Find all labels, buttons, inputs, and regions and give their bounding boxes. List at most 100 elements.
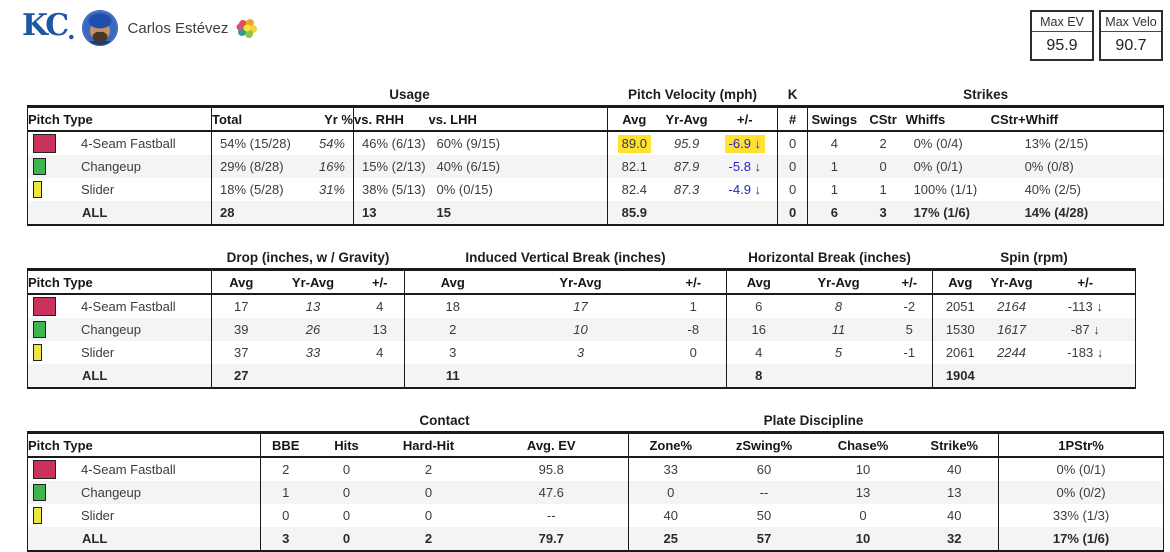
pitch-row-4-seam-fastball: 4-Seam Fastball 54% (15/28) 54% 46% (6/13) 6… — [27, 131, 1165, 155]
cell-whiffs: 0% (0/1) — [913, 159, 963, 174]
cell-yr-avg: 33 — [305, 345, 321, 360]
cell-col: -87 ↓ — [1035, 318, 1137, 341]
cell-avg: 82.1 — [607, 155, 661, 178]
pitch-color-swatch — [33, 134, 56, 153]
cell-col: -6.9 ↓ — [713, 131, 778, 155]
cell-yr-avg — [660, 201, 713, 226]
all-row: ALL 27 11 8 1904 — [27, 364, 1137, 389]
group-label-usage: Usage — [389, 87, 430, 102]
column-header-chase: Chase% — [815, 431, 911, 458]
cell-1pstr: 0% (0/2) — [998, 481, 1165, 504]
cell-yr-avg — [500, 364, 661, 389]
cell-chase: 0 — [859, 508, 867, 523]
column-header-col: +/- — [712, 105, 778, 132]
cell-whiffs: 17% (1/6) — [905, 201, 991, 226]
cell-avg: 6 — [726, 294, 791, 318]
cell-avg: 2051 — [932, 294, 988, 318]
cell-col — [712, 201, 778, 226]
cell-swings: 1 — [807, 155, 861, 178]
cell-yr-avg — [987, 364, 1036, 389]
group-label-drop-inches-w-gravity: Drop (inches, w / Gravity) — [226, 250, 390, 265]
cell-yr-avg: 10 — [573, 322, 588, 337]
cell-avg: 82.4 — [607, 178, 661, 201]
group-label-strikes: Strikes — [963, 87, 1009, 102]
pitch-row-changeup: Changeup 1 0 0 47.6 0 -- 13 13 0% (0/2) — [27, 481, 1165, 504]
pitch-type-cell: Changeup — [27, 481, 261, 504]
cell-col: 4 — [376, 299, 384, 314]
cell-cstr-whiff: 0% (0/8) — [990, 155, 1165, 178]
cell-avg: 85.9 — [607, 201, 661, 226]
cell-yr — [306, 201, 354, 226]
cell-col: -2 — [903, 299, 916, 314]
cell-zone: 25 — [628, 527, 713, 552]
cell-zone: 0 — [628, 481, 713, 504]
cell-vs-rhh: 15% (2/13) — [353, 155, 429, 178]
cell-whiffs: 0% (0/4) — [913, 136, 963, 151]
cell-zone: 33 — [628, 457, 713, 481]
max-velo-value: 90.7 — [1115, 37, 1147, 54]
cell-chase: 10 — [855, 462, 871, 477]
cell-yr: 16% — [318, 159, 345, 174]
max-ev-box: Max EV 95.9 — [1030, 10, 1094, 61]
pitch-color-swatch — [33, 507, 42, 524]
player-name: Carlos Estévez — [127, 19, 229, 37]
pitch-name: Changeup — [81, 159, 141, 174]
pitch-name: 4-Seam Fastball — [81, 299, 176, 314]
column-header-zone: Zone% — [628, 431, 713, 458]
group-spacer — [28, 248, 212, 270]
cell-chase: 10 — [815, 527, 911, 552]
cell-col: 0 — [777, 178, 808, 201]
cell-avg: 39 — [211, 318, 271, 341]
cell-avg: 3 — [404, 341, 501, 364]
group-label-plate-discipline: Plate Discipline — [763, 413, 864, 428]
cell-avg-ev: 47.6 — [538, 485, 564, 500]
cell-vs-lhh: 15 — [428, 201, 608, 226]
cell-yr-avg — [790, 364, 887, 389]
cell-hits: 0 — [342, 462, 351, 477]
cell-cstr: 0 — [879, 159, 887, 174]
pitch-name: Slider — [81, 345, 115, 360]
cell-1pstr: 33% (1/3) — [998, 504, 1165, 527]
pitch-name: Slider — [81, 182, 115, 197]
cell-swings: 1 — [807, 178, 861, 201]
cell-yr-avg: 13 — [305, 299, 321, 314]
cell-bbe: 2 — [260, 457, 311, 481]
cell-hard-hit: 2 — [382, 527, 475, 552]
cell-avg: 17 — [211, 294, 271, 318]
cell-avg: 27 — [211, 364, 271, 389]
cell-avg: 16 — [726, 318, 791, 341]
cell-col: 4 — [376, 345, 384, 360]
cell-yr: 54% — [318, 136, 345, 151]
cell-total: 18% (5/28) — [211, 178, 307, 201]
cell-yr-avg: 11 — [831, 322, 846, 337]
column-header-bbe: BBE — [260, 431, 311, 458]
pitch-color-swatch — [33, 484, 46, 501]
cell-yr-avg: 26 — [305, 322, 321, 337]
max-velo-label: Max Velo — [1101, 12, 1161, 32]
cell-cstr-whiff: 40% (2/5) — [990, 178, 1165, 201]
cell-cstr-whiff: 13% (2/15) — [990, 131, 1165, 155]
cell-col: -8 — [687, 322, 700, 337]
pitch-row-slider: Slider 0 0 0 -- 40 50 0 40 33% (1/3) — [27, 504, 1165, 527]
cell-col: 13 — [372, 322, 387, 337]
cell-avg: 89.0 — [607, 131, 661, 155]
cell-strike: 40 — [947, 462, 962, 477]
cell-bbe: 3 — [260, 527, 311, 552]
cell-vs-lhh: 40% (6/15) — [436, 159, 501, 174]
cell-col — [660, 364, 727, 389]
cell-col: 5 — [905, 322, 913, 337]
column-header-cstr: CStr — [860, 105, 906, 132]
cell-bbe: 1 — [260, 481, 311, 504]
cell-whiffs: 100% (1/1) — [913, 182, 978, 197]
pitch-row-slider: Slider 18% (5/28) 31% 38% (5/13) 0% (0/15) 82… — [27, 178, 1165, 201]
player-avatar — [81, 10, 118, 46]
cell-avg: 1530 — [932, 318, 988, 341]
cell-cstr: 2 — [879, 136, 887, 151]
cell-col — [1035, 364, 1137, 389]
cell-avg: 37 — [211, 341, 271, 364]
column-header-zswing: zSwing% — [712, 431, 816, 458]
max-velo-box: Max Velo 90.7 — [1099, 10, 1163, 61]
column-header-yr-avg: Yr-Avg — [500, 268, 661, 295]
cell-avg-ev: 95.8 — [538, 462, 564, 477]
cell-zswing: 60 — [756, 462, 772, 477]
